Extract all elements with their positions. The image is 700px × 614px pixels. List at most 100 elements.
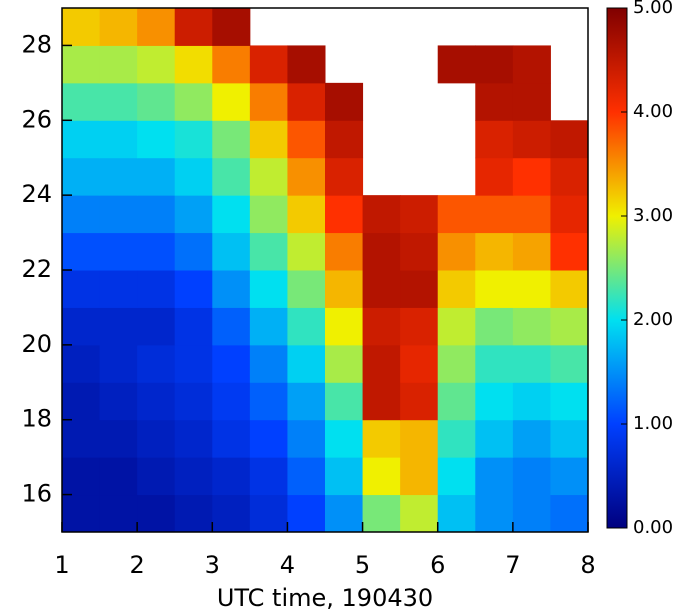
heat-cell (437, 270, 476, 308)
colorbar-tick-label: 5.00 (633, 0, 673, 18)
heat-cell (475, 457, 514, 496)
heat-cell (437, 419, 476, 458)
heat-cell (400, 270, 439, 308)
heat-cell (550, 270, 589, 308)
heat-cell (62, 120, 101, 159)
heat-cell (287, 344, 326, 383)
heat-cell (475, 344, 514, 383)
heat-cell (400, 457, 439, 496)
heat-cell (249, 82, 288, 121)
heat-cell (325, 382, 364, 421)
heat-cell (249, 457, 288, 496)
x-tick-label: 1 (54, 551, 69, 579)
heat-cell (99, 120, 138, 159)
heat-cell (137, 45, 176, 84)
heat-cell (512, 232, 551, 271)
heat-cell (512, 120, 551, 159)
heat-cell (212, 307, 251, 346)
heat-cell (287, 120, 326, 159)
heat-cell (325, 419, 364, 458)
heat-cell (62, 494, 101, 533)
heat-cell (99, 157, 138, 196)
heat-cell (212, 494, 251, 533)
heat-cell (437, 307, 476, 346)
heat-cell (137, 382, 176, 421)
heat-cell (62, 45, 101, 84)
x-tick-label: 3 (205, 551, 220, 579)
heat-cell (137, 232, 176, 271)
heat-cell (212, 120, 251, 159)
heat-cell (287, 270, 326, 308)
heat-cell (174, 382, 213, 421)
heat-cell (62, 307, 101, 346)
heat-cell (475, 307, 514, 346)
y-tick-label: 22 (21, 255, 52, 283)
heat-cell (400, 494, 439, 533)
heat-cell (62, 344, 101, 383)
y-tick-label: 28 (21, 30, 52, 58)
heat-cell (62, 232, 101, 271)
heat-cell (287, 494, 326, 533)
heat-cell (362, 307, 401, 346)
heat-cell (362, 344, 401, 383)
heat-cell (137, 307, 176, 346)
heat-cell (99, 419, 138, 458)
heat-cell (512, 494, 551, 533)
x-tick-label: 5 (355, 551, 370, 579)
heat-cell (174, 232, 213, 271)
heat-cell (400, 344, 439, 383)
heat-cell (137, 419, 176, 458)
x-tick-label: 6 (430, 551, 445, 579)
heat-cell (212, 8, 251, 46)
y-tick-label: 24 (21, 180, 52, 208)
heat-cell (137, 8, 176, 46)
heat-cell (174, 45, 213, 84)
heat-cell (174, 419, 213, 458)
heat-cell (174, 82, 213, 121)
heat-cell (137, 344, 176, 383)
heat-cell (437, 45, 476, 84)
heat-cell (287, 195, 326, 234)
heat-cell (325, 120, 364, 159)
heat-cell (437, 232, 476, 271)
heat-cell (212, 232, 251, 271)
heat-cell (475, 157, 514, 196)
heat-cell (99, 8, 138, 46)
heat-cell (550, 457, 589, 496)
heat-cell (287, 82, 326, 121)
heat-cell (512, 270, 551, 308)
heat-cell (287, 382, 326, 421)
heat-cell (437, 457, 476, 496)
heat-cell (249, 157, 288, 196)
heat-cell (62, 270, 101, 308)
heat-cell (62, 195, 101, 234)
colorbar: 0.00 1.00 2.00 3.00 4.00 5.00 (606, 0, 673, 538)
heat-cell (362, 494, 401, 533)
heat-cell (550, 195, 589, 234)
heat-cell (212, 270, 251, 308)
heat-cell (400, 307, 439, 346)
heat-cell (437, 195, 476, 234)
heat-cell (362, 232, 401, 271)
heat-cell (400, 195, 439, 234)
heat-cell (475, 45, 514, 84)
heat-cell (174, 157, 213, 196)
heat-cell (249, 45, 288, 84)
heat-cell (249, 382, 288, 421)
heat-cell (174, 8, 213, 46)
heat-cell (174, 307, 213, 346)
heat-cell (137, 120, 176, 159)
heat-cell (325, 344, 364, 383)
heat-cell (287, 45, 326, 84)
heat-cell (137, 494, 176, 533)
heat-cell (437, 344, 476, 383)
heat-cell (475, 195, 514, 234)
heat-cell (174, 270, 213, 308)
heat-cell (325, 494, 364, 533)
y-tick-label: 26 (21, 105, 52, 133)
heat-cell (512, 419, 551, 458)
heat-cell (325, 82, 364, 121)
heat-cell (550, 120, 589, 159)
heat-cell (99, 45, 138, 84)
